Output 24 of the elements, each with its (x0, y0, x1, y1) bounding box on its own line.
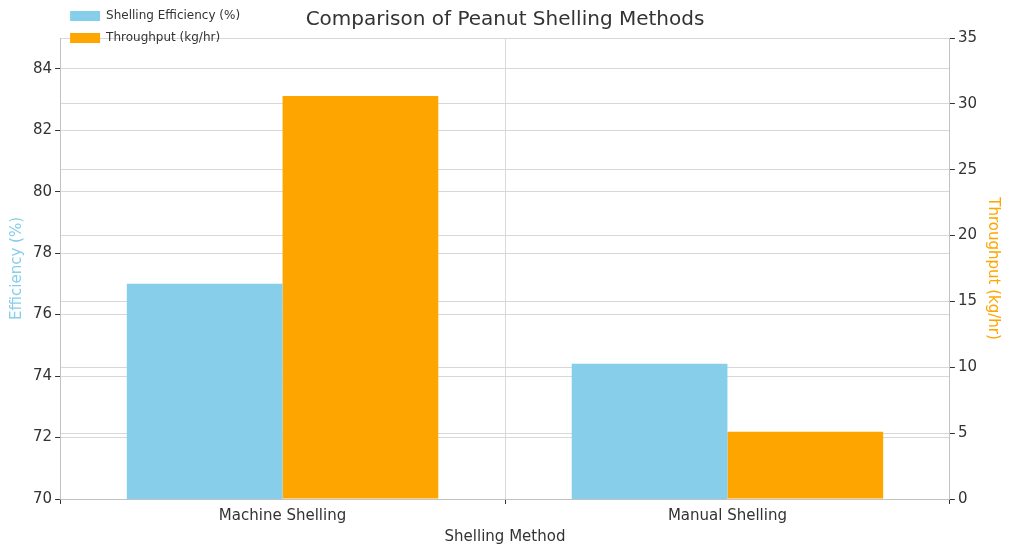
y2-axis-title: Throughput (kg/hr) (985, 196, 1004, 340)
y-tick-label: 78 (32, 243, 53, 262)
legend-label: Shelling Efficiency (%) (106, 8, 241, 23)
y2-tick-label: 25 (957, 159, 978, 178)
y2-tick-label: 35 (957, 27, 978, 46)
chart-title: Comparison of Peanut Shelling Methods (305, 6, 705, 31)
y-tick-label: 72 (32, 427, 53, 446)
y2-tick-label: 20 (957, 225, 978, 244)
legend-label: Throughput (kg/hr) (105, 30, 221, 45)
y-tick-label: 80 (32, 181, 53, 200)
x-axis-title: Shelling Method (444, 526, 566, 545)
y2-tick-label: 30 (957, 93, 978, 112)
y-tick-label: 76 (32, 304, 53, 323)
y-tick-label: 82 (32, 120, 53, 139)
y2-tick-label: 0 (957, 488, 968, 507)
y-tick-label: 70 (32, 488, 53, 507)
y2-tick-label: 15 (957, 291, 978, 310)
x-tick-label: Manual Shelling (667, 505, 787, 524)
y2-tick-label: 5 (957, 423, 968, 442)
x-tick-label: Machine Shelling (218, 505, 347, 524)
y-tick-label: 74 (32, 365, 53, 384)
y2-tick-label: 10 (957, 357, 978, 376)
y-tick-label: 84 (32, 58, 53, 77)
y-axis-title: Efficiency (%) (6, 217, 25, 320)
